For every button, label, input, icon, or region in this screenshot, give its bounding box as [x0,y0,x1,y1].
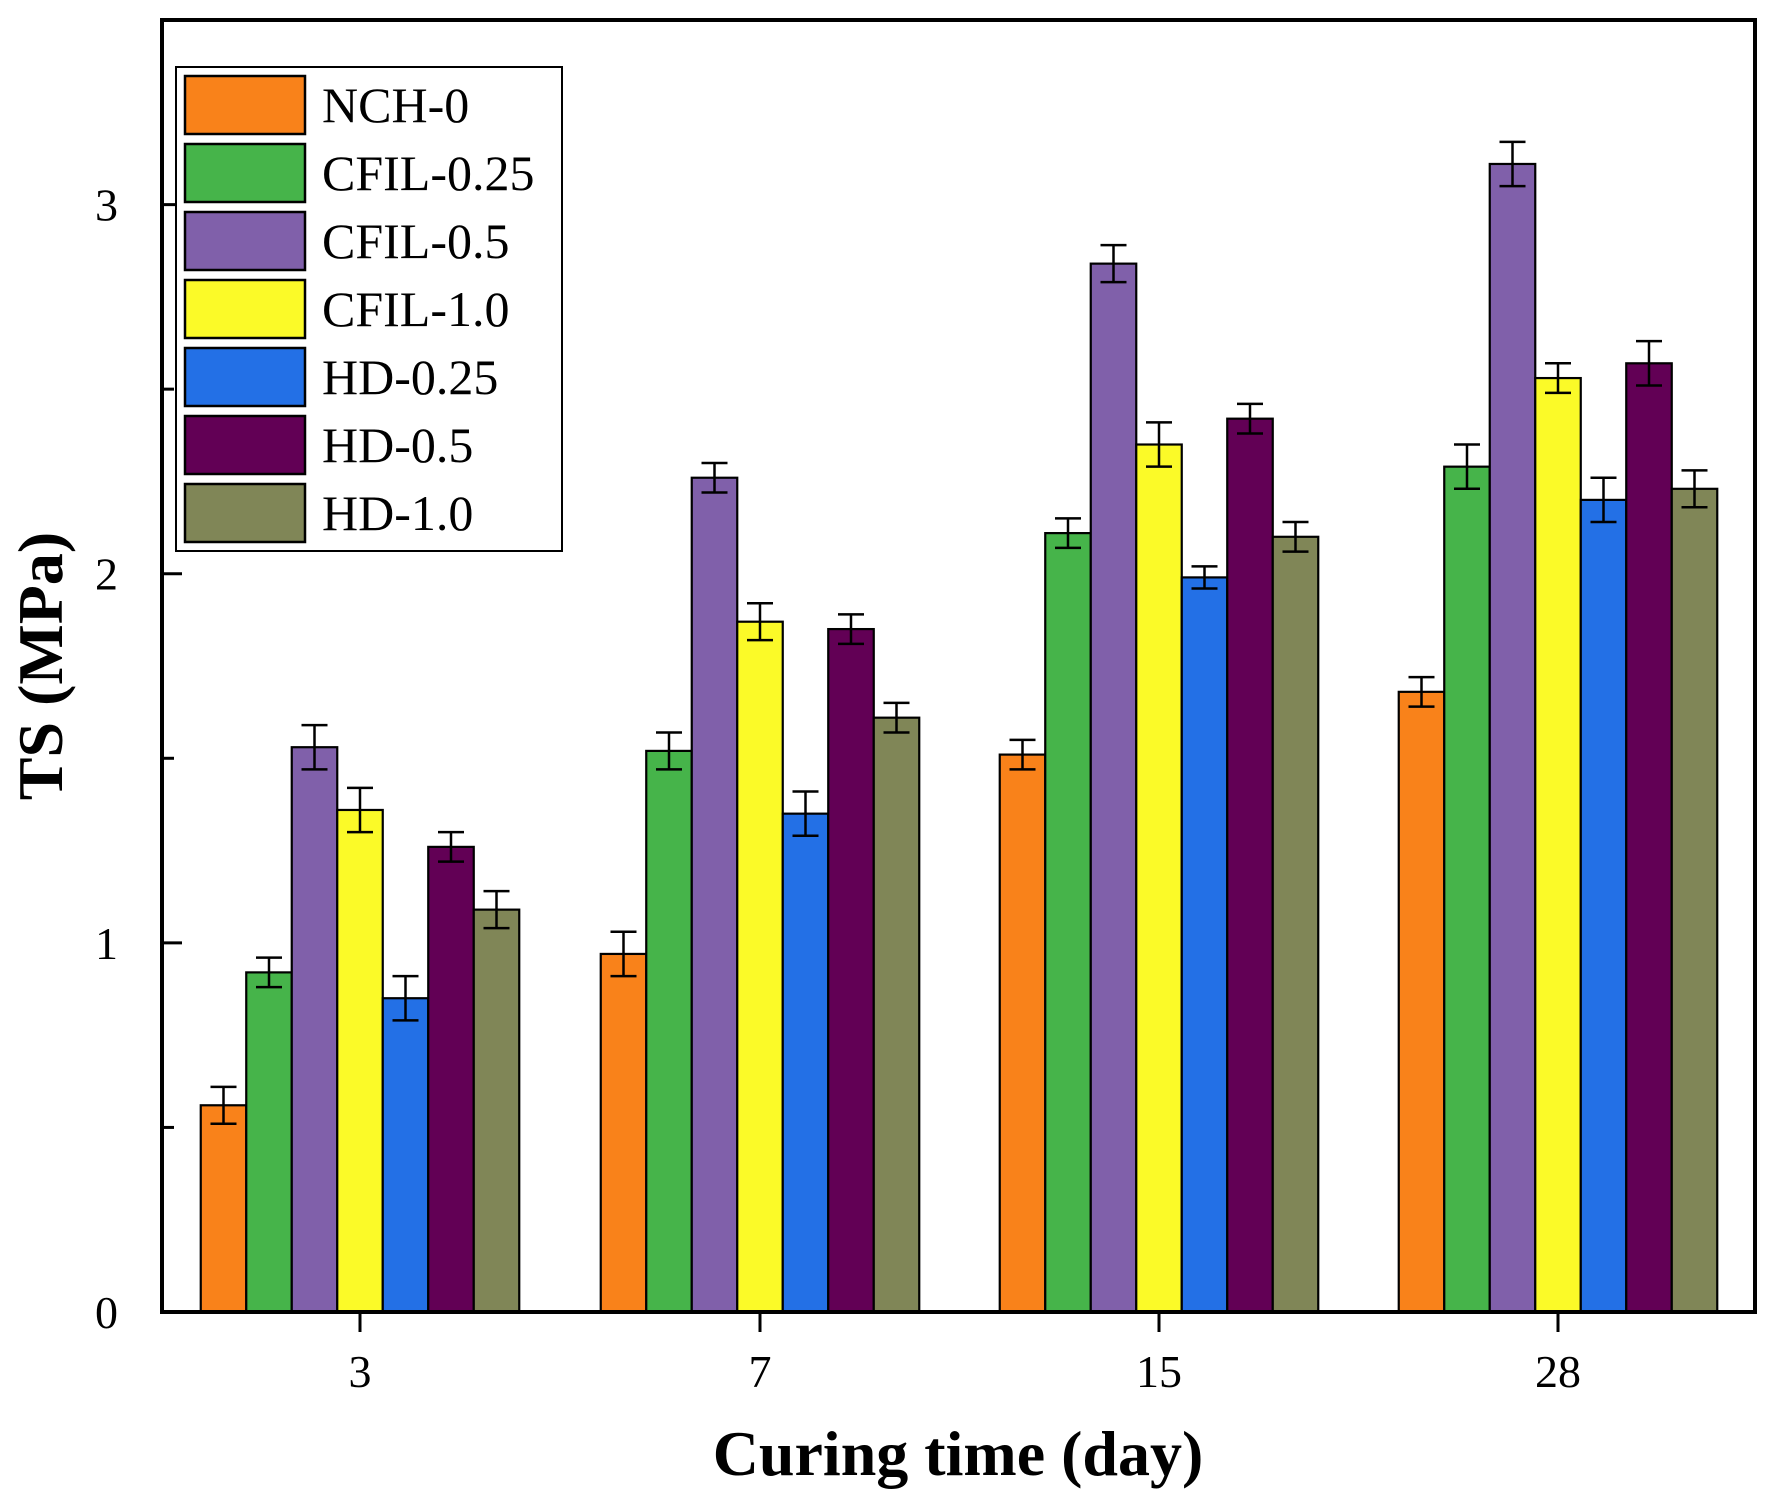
error-bar-CFIL-1.0-day-15 [1146,421,1172,468]
legend-swatch [183,74,307,136]
y-tick-label: 1 [95,918,118,969]
error-bar-CFIL-1.0-day-3 [347,786,373,834]
legend-swatch [183,210,307,272]
bar-CFIL-1.0-day-3 [336,808,384,1314]
bar-HD-0.25-day-7 [781,812,830,1314]
error-bar-NCH-0-day-3 [210,1085,237,1125]
bar-HD-1.0-day-3 [472,908,521,1314]
bar-HD-1.0-day-7 [872,716,921,1314]
error-bar-CFIL-1.0-day-7 [747,601,773,642]
legend-swatch [183,346,307,408]
error-bar-HD-0.5-day-28 [1636,339,1662,387]
error-bar-NCH-0-day-15 [1009,738,1036,771]
bar-CFIL-0.5-day-7 [690,476,739,1314]
error-bar-HD-0.25-day-15 [1191,565,1218,590]
error-bar-CFIL-0.25-day-15 [1055,517,1081,550]
error-bar-CFIL-0.25-day-3 [256,956,282,989]
x-tick-label: 15 [1136,1346,1182,1397]
bar-CFIL-0.5-day-28 [1488,162,1537,1314]
legend-item-HD-1.0: HD-1.0 [183,482,473,544]
bar-HD-1.0-day-15 [1271,535,1320,1314]
legend-item-HD-0.5: HD-0.5 [183,414,473,476]
error-bar-HD-0.25-day-28 [1590,476,1617,524]
bar-HD-0.5-day-28 [1625,362,1673,1314]
bar-CFIL-1.0-day-28 [1534,376,1582,1314]
error-bar-HD-0.5-day-3 [438,830,464,863]
bar-NCH-0-day-15 [998,753,1047,1314]
error-bar-HD-1.0-day-15 [1282,520,1309,553]
legend-item-NCH-0: NCH-0 [183,74,469,136]
bar-NCH-0-day-3 [199,1104,248,1314]
x-axis-title: Curing time (day) [713,1418,1204,1489]
legend-label: NCH-0 [322,77,469,133]
error-bar-CFIL-0.5-day-3 [301,723,328,771]
legend-swatch [183,482,307,544]
legend-label: CFIL-1.0 [322,281,510,337]
bar-NCH-0-day-28 [1397,690,1446,1314]
legend-label: HD-0.25 [322,349,498,405]
error-bar-CFIL-1.0-day-28 [1545,362,1571,395]
x-tick-label: 7 [749,1346,772,1397]
bar-CFIL-0.25-day-15 [1044,532,1092,1314]
error-bar-HD-1.0-day-7 [883,701,910,734]
error-bar-CFIL-0.25-day-28 [1454,443,1480,491]
legend: NCH-0 CFIL-0.25 CFIL-0.5 CFIL-1.0 HD-0.25 HD-… [175,66,563,552]
bar-CFIL-1.0-day-15 [1135,443,1183,1314]
bar-CFIL-0.5-day-3 [290,746,339,1314]
bar-HD-0.25-day-15 [1180,576,1229,1314]
bar-HD-0.5-day-3 [427,845,475,1314]
legend-item-CFIL-0.5: CFIL-0.5 [183,210,510,272]
legend-label: CFIL-0.25 [322,145,535,201]
legend-swatch [183,278,307,340]
error-bars-layer [210,140,1708,1125]
error-bar-CFIL-0.5-day-28 [1499,140,1526,188]
y-tick-label: 0 [95,1287,118,1338]
y-axis-title: TS (MPa) [5,532,76,800]
error-bar-HD-1.0-day-3 [483,889,510,930]
bar-HD-0.25-day-28 [1579,498,1628,1314]
bar-NCH-0-day-7 [599,952,648,1314]
bar-HD-0.5-day-7 [827,627,875,1314]
error-bar-CFIL-0.5-day-7 [701,461,728,494]
error-bar-CFIL-0.5-day-15 [1100,243,1127,284]
legend-label: CFIL-0.5 [322,213,510,269]
error-bar-HD-0.5-day-7 [838,613,864,646]
error-bar-NCH-0-day-7 [610,930,637,978]
legend-item-CFIL-0.25: CFIL-0.25 [183,142,535,204]
y-tick-label: 2 [95,549,118,600]
legend-item-CFIL-1.0: CFIL-1.0 [183,278,510,340]
bar-HD-1.0-day-28 [1670,487,1719,1314]
legend-swatch [183,414,307,476]
legend-label: HD-0.5 [322,417,473,473]
legend-swatch [183,142,307,204]
legend-label: HD-1.0 [322,485,473,541]
error-bar-CFIL-0.25-day-7 [656,731,682,771]
bar-CFIL-0.25-day-7 [645,749,693,1314]
legend-item-HD-0.25: HD-0.25 [183,346,498,408]
error-bar-HD-0.5-day-15 [1237,402,1263,435]
y-axis: 0 1 2 3 [95,180,182,1338]
bar-CFIL-0.5-day-15 [1089,262,1138,1314]
y-tick-label: 3 [95,180,118,231]
x-tick-label: 28 [1535,1346,1581,1397]
bar-CFIL-1.0-day-7 [736,620,784,1314]
plot-frame [160,18,1757,1314]
error-bar-HD-0.25-day-7 [792,790,819,838]
bar-CFIL-0.25-day-3 [245,971,293,1314]
error-bar-HD-1.0-day-28 [1681,469,1708,509]
bar-HD-0.5-day-15 [1226,417,1274,1314]
x-tick-label: 3 [349,1346,372,1397]
error-bar-NCH-0-day-28 [1408,675,1435,708]
bar-CFIL-0.25-day-28 [1443,465,1491,1314]
error-bar-HD-0.25-day-3 [392,974,419,1022]
bars-layer [199,162,1719,1314]
x-axis: 3 7 15 28 [349,1312,1581,1397]
bar-HD-0.25-day-3 [381,997,430,1314]
